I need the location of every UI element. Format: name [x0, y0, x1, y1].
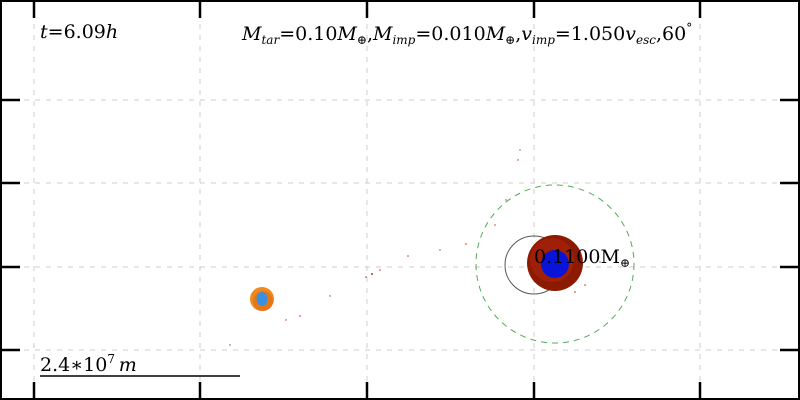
bound-mass-value: 0.1100M	[534, 246, 620, 268]
scale-mantissa: 2.4	[40, 354, 71, 376]
v-imp-symbol: v	[521, 23, 533, 45]
scale-exponent: 7	[107, 352, 115, 366]
v-imp-unit-subscript: esc	[635, 33, 656, 47]
bound-mass-unit-subscript: ⊕	[619, 256, 630, 270]
time-unit: h	[105, 21, 119, 43]
m-imp-unit-subscript: ⊕	[505, 33, 516, 47]
scale-times: ∗10	[70, 354, 108, 376]
debris-particles	[229, 149, 601, 346]
m-imp-subscript: imp	[392, 33, 416, 47]
time-value: 6.09	[63, 21, 106, 43]
params-label: Mtar=0.10M⊕,Mimp=0.010M⊕,vimp=1.050vesc,…	[242, 21, 692, 47]
time-var: t	[40, 21, 48, 43]
time-label: t=6.09h	[40, 21, 118, 43]
v-imp-value: =1.050	[554, 23, 626, 45]
m-imp-value: =0.010	[415, 23, 486, 45]
impactor-core	[256, 292, 268, 306]
scale-bar-label: 2.4∗107 m	[40, 352, 137, 376]
m-tar-unit: M	[337, 23, 357, 45]
v-imp-unit: v	[625, 23, 636, 45]
target-core	[541, 250, 569, 278]
separator: ,	[515, 23, 522, 45]
bound-mass-label: 0.1100M⊕	[534, 246, 630, 270]
angle-value: ,60	[655, 23, 687, 45]
angle-unit: °	[686, 21, 693, 35]
separator: ,	[366, 23, 373, 45]
m-tar-value: =0.10	[279, 23, 338, 45]
time-eq: =	[47, 21, 64, 43]
target-body	[527, 235, 583, 291]
m-imp-unit: M	[485, 23, 506, 45]
m-tar-unit-subscript: ⊕	[356, 33, 367, 47]
impactor-body	[250, 287, 274, 311]
m-tar-symbol: M	[242, 23, 262, 45]
scale-unit: m	[118, 354, 137, 376]
m-tar-subscript: tar	[261, 33, 280, 47]
v-imp-subscript: imp	[532, 33, 555, 47]
dashed-boundary-circle	[475, 184, 635, 344]
m-imp-symbol: M	[373, 23, 393, 45]
